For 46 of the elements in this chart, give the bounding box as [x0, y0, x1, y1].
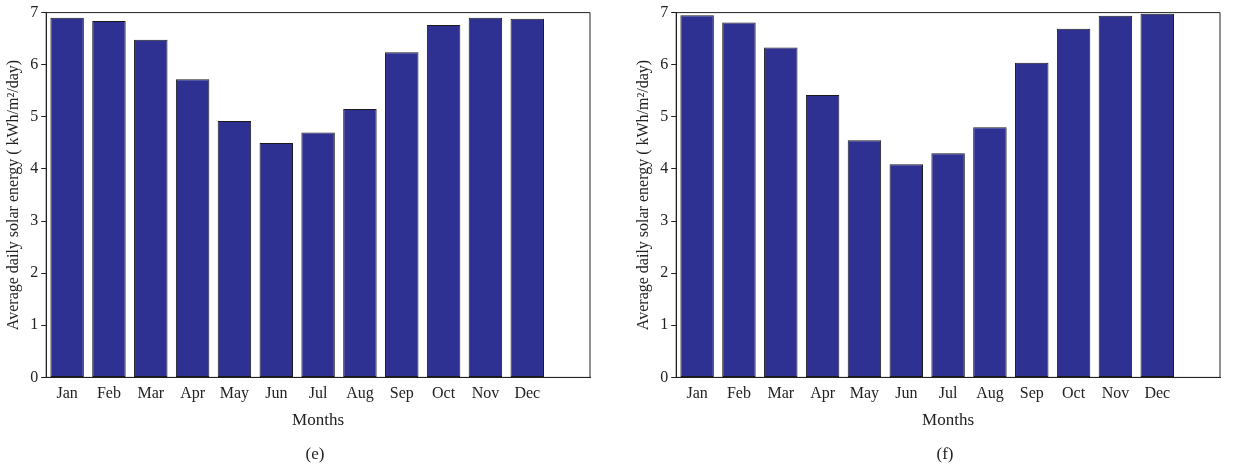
- y-tick-label: 7: [30, 2, 39, 20]
- x-tick-label: Jun: [895, 384, 918, 402]
- y-tick-label: 6: [30, 54, 39, 72]
- x-tick-label: Nov: [471, 384, 500, 402]
- y-tick-label: 5: [30, 107, 39, 125]
- x-tick-label: Sep: [1019, 384, 1044, 403]
- x-tick-label: Apr: [180, 384, 206, 403]
- x-tick-label: Mar: [137, 384, 165, 402]
- y-tick-label: 1: [660, 315, 669, 333]
- y-tick-label: 6: [660, 54, 669, 72]
- x-tick-label: May: [219, 384, 250, 403]
- x-tick-label: Jun: [265, 384, 288, 402]
- x-axis-title: Months: [922, 410, 975, 430]
- x-tick-label: Nov: [1101, 384, 1130, 402]
- x-tick-label: Oct: [432, 384, 456, 402]
- y-tick-label: 3: [660, 211, 669, 229]
- x-tick-label: Apr: [810, 384, 836, 403]
- x-tick-label: Aug: [976, 384, 1004, 403]
- text: (e): [304, 444, 326, 464]
- x-tick-label: Jul: [308, 384, 328, 402]
- x-tick-label: Jan: [686, 384, 708, 402]
- y-tick-label: 4: [660, 159, 669, 177]
- y-tick-label: 0: [30, 367, 39, 385]
- x-tick-label: Mar: [767, 384, 795, 402]
- y-axis-title: Average daily solar energy ( kWh/m²/day): [3, 59, 22, 331]
- x-axis-title: Months: [292, 410, 345, 430]
- y-axis-title: Average daily solar energy ( kWh/m²/day): [633, 59, 652, 331]
- x-tick-label: Feb: [726, 384, 751, 402]
- y-tick-label: 1: [30, 315, 39, 333]
- x-tick-label: May: [849, 384, 880, 403]
- text: (f): [935, 444, 955, 464]
- x-tick-label: Oct: [1062, 384, 1086, 402]
- y-tick-label: 2: [30, 263, 39, 281]
- x-tick-label: Feb: [96, 384, 121, 402]
- y-tick-label: 2: [660, 263, 669, 281]
- y-tick-label: 3: [30, 211, 39, 229]
- y-tick-label: 7: [660, 2, 669, 20]
- y-tick-label: 0: [660, 367, 669, 385]
- y-tick-label: 4: [30, 159, 39, 177]
- x-tick-label: Dec: [514, 384, 541, 402]
- y-tick-label: 5: [660, 107, 669, 125]
- x-tick-label: Dec: [1144, 384, 1171, 402]
- x-tick-label: Jul: [938, 384, 958, 402]
- x-tick-label: Sep: [389, 384, 414, 403]
- x-tick-label: Jan: [56, 384, 78, 402]
- x-tick-label: Aug: [346, 384, 374, 403]
